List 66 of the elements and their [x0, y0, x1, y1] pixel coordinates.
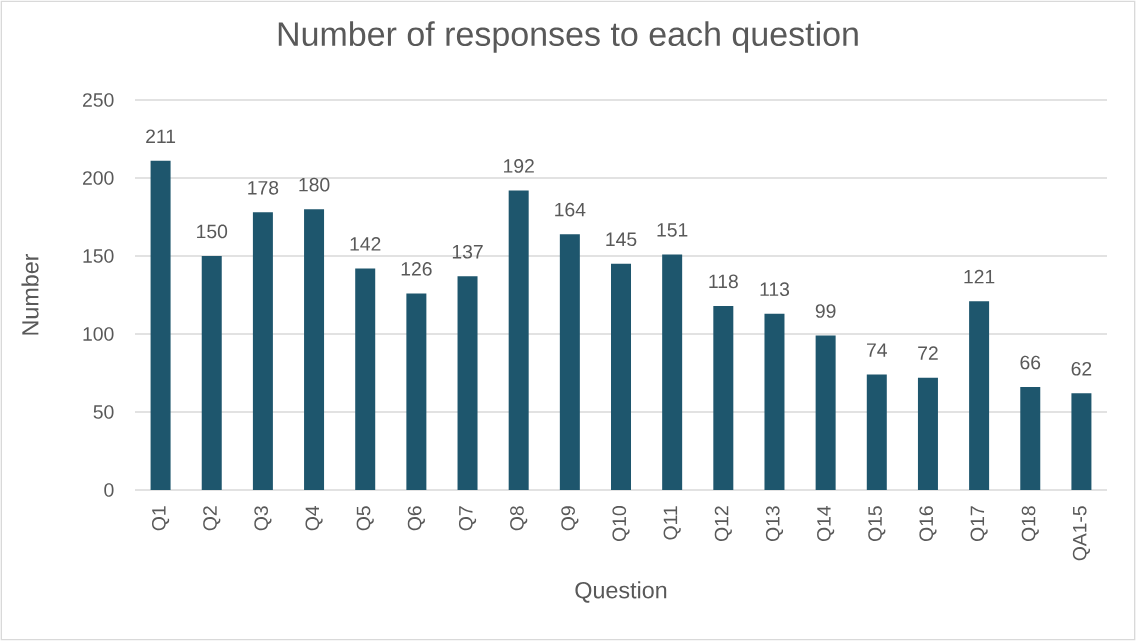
x-tick-label: Q5	[356, 506, 374, 531]
x-tick-label: Q11	[663, 506, 681, 540]
x-tick-label: Q15	[868, 506, 886, 541]
x-tick-label: Q6	[407, 506, 425, 531]
bar	[150, 160, 171, 490]
data-label: 164	[555, 202, 586, 217]
x-tick-label: Q10	[612, 506, 630, 541]
data-label: 150	[197, 224, 228, 239]
bar	[611, 263, 632, 490]
bar	[815, 335, 836, 490]
data-label: 151	[657, 223, 688, 237]
data-label: 99	[815, 304, 836, 318]
data-label: 74	[867, 343, 887, 357]
x-tick-label: Q18	[1021, 506, 1039, 541]
x-axis-title: Question	[575, 581, 667, 603]
data-label: 62	[1071, 361, 1092, 376]
bar	[713, 305, 734, 490]
bar	[201, 255, 222, 490]
y-tick-label: 150	[83, 249, 114, 263]
x-tick-label: Q16	[919, 506, 937, 541]
data-label: 121	[964, 269, 995, 284]
bar	[1071, 393, 1092, 490]
bar	[406, 293, 427, 490]
x-tick-label: Q14	[817, 505, 835, 541]
x-tick-label: Q2	[203, 506, 221, 531]
data-label: 137	[452, 244, 483, 259]
bar	[355, 268, 376, 490]
data-label: 72	[918, 346, 938, 360]
data-label: 66	[1020, 355, 1041, 370]
bar	[1020, 387, 1041, 490]
bar	[508, 190, 529, 490]
data-label: 145	[606, 232, 637, 247]
data-label: 118	[709, 274, 738, 289]
y-tick-label: 200	[83, 171, 114, 185]
data-label: 211	[146, 129, 176, 143]
bar	[457, 276, 478, 490]
x-tick-label: Q4	[305, 505, 323, 531]
y-axis-title: Number	[21, 253, 39, 335]
bar	[662, 254, 683, 490]
bar	[304, 209, 325, 490]
x-tick-label: QA1-5	[1072, 506, 1091, 561]
x-tick-label: Q13	[765, 506, 784, 541]
bar	[866, 374, 887, 490]
x-tick-label: Q12	[714, 506, 732, 541]
x-tick-label: Q3	[254, 506, 272, 531]
chart-title: Number of responses to each question	[278, 21, 858, 53]
x-tick-label: Q1	[152, 506, 170, 531]
y-tick-label: 250	[83, 93, 114, 107]
x-tick-label: Q9	[561, 506, 579, 531]
bar	[969, 301, 990, 490]
data-label: 113	[760, 282, 790, 297]
x-tick-label: Q17	[970, 506, 988, 541]
y-tick-label: 0	[104, 483, 114, 497]
y-tick-label: 50	[93, 405, 114, 419]
data-label: 178	[248, 180, 279, 195]
y-tick-label: 100	[83, 327, 114, 341]
bar	[252, 212, 273, 490]
data-label: 126	[401, 262, 432, 276]
bar	[917, 377, 938, 490]
x-tick-label: Q8	[510, 506, 528, 531]
data-label: 192	[504, 159, 534, 173]
data-label: 180	[299, 177, 330, 192]
data-label: 142	[350, 237, 381, 251]
bar	[764, 313, 785, 490]
x-tick-label: Q7	[458, 506, 477, 531]
bar	[559, 234, 580, 490]
